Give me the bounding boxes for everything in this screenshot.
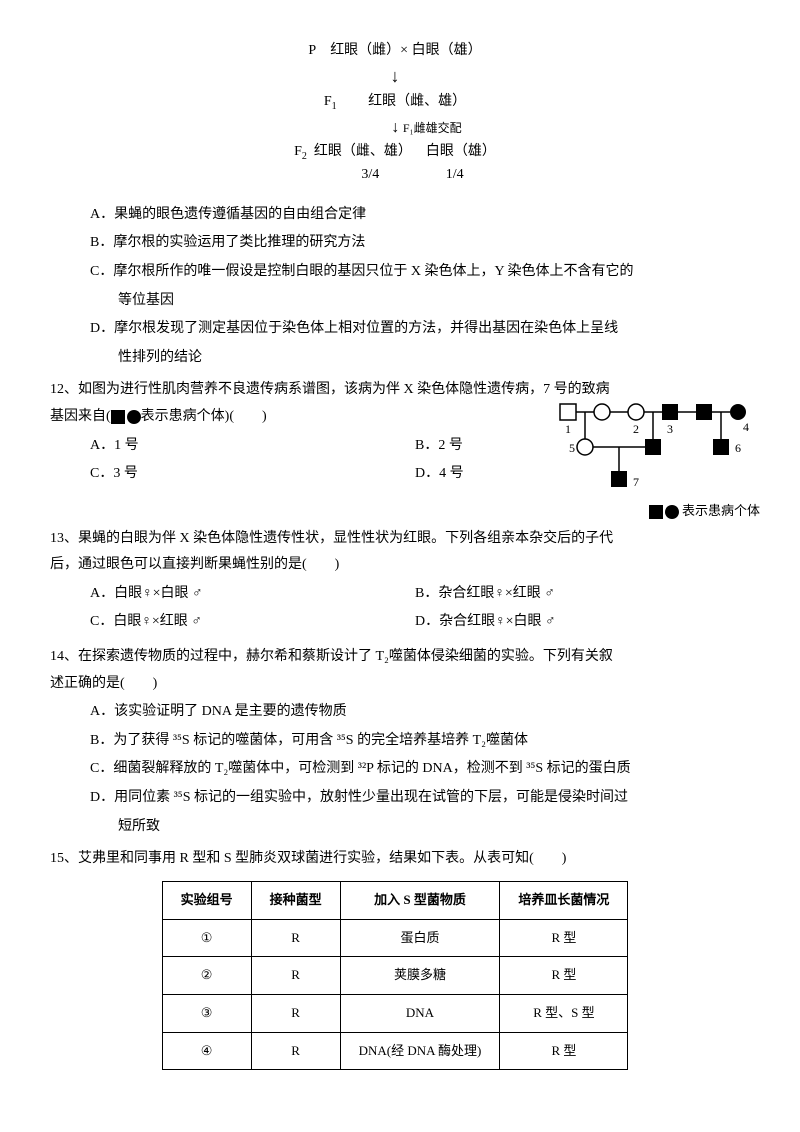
cross-diagram: P 红眼（雌）× 白眼（雄） ↓ F1 红眼（雌、雄） ↓ F₁雌雄交配 F2 …: [50, 40, 740, 187]
q13-stem1: 13、果蝇的白眼为伴 X 染色体隐性遗传性状，显性性状为红眼。下列各组亲本杂交后…: [50, 526, 740, 553]
svg-text:2: 2: [633, 422, 639, 436]
ratio-2: 1/4: [446, 167, 464, 182]
f2-text1: 红眼（雌、雄）: [314, 144, 412, 159]
table-row: ③RDNAR 型、S 型: [162, 994, 628, 1032]
pedigree-diagram: 1 2 3 4 5 6 7: [550, 399, 760, 499]
option-a: A．果蝇的眼色遗传遵循基因的自由组合定律: [90, 202, 740, 229]
p-cross: 红眼（雌）× 白眼（雄）: [330, 43, 481, 58]
arrow-icon: ↓: [391, 62, 400, 91]
svg-text:3: 3: [667, 422, 673, 436]
q13-options: A．白眼♀×白眼 ♂ C．白眼♀×红眼 ♂ B．杂合红眼♀×红眼 ♂ D．杂合红…: [90, 579, 740, 638]
option-d-cont: 性排列的结论: [90, 345, 740, 372]
affected-legend-icon: [111, 410, 141, 424]
table-row: ②R荚膜多糖R 型: [162, 957, 628, 995]
option-c: C．细菌裂解释放的 T₂噬菌体中，可检测到 ³²P 标记的 DNA，检测不到 ³…: [90, 756, 740, 783]
option-d: D．摩尔根发现了测定基因位于染色体上相对位置的方法，并得出基因在染色体上呈线: [90, 316, 740, 343]
col-header: 接种菌型: [251, 881, 340, 919]
q15-table: 实验组号 接种菌型 加入 S 型菌物质 培养皿长菌情况 ①R蛋白质R 型 ②R荚…: [162, 881, 629, 1070]
q11-options: A．果蝇的眼色遗传遵循基因的自由组合定律 B．摩尔根的实验运用了类比推理的研究方…: [90, 202, 740, 372]
svg-text:4: 4: [743, 420, 749, 434]
q15-stem: 15、艾弗里和同事用 R 型和 S 型肺炎双球菌进行实验，结果如下表。从表可知(…: [50, 846, 740, 873]
q14-options: A．该实验证明了 DNA 是主要的遗传物质 B．为了获得 ³⁵S 标记的噬菌体，…: [90, 699, 740, 840]
option-b: B．为了获得 ³⁵S 标记的噬菌体，可用含 ³⁵S 的完全培养基培养 T₂噬菌体: [90, 728, 740, 755]
col-header: 实验组号: [162, 881, 251, 919]
option-d-cont: 短所致: [90, 814, 740, 841]
col-header: 培养皿长菌情况: [500, 881, 628, 919]
option-d: D．杂合红眼♀×白眼 ♂: [415, 609, 740, 636]
f1-note: F₁雌雄交配: [403, 121, 462, 135]
f1-text: 红眼（雌、雄）: [368, 94, 466, 109]
table-row: ①R蛋白质R 型: [162, 919, 628, 957]
option-d: D．用同位素 ³⁵S 标记的一组实验中，放射性少量出现在试管的下层，可能是侵染时…: [90, 785, 740, 812]
svg-text:7: 7: [633, 475, 639, 489]
table-row: ④RDNA(经 DNA 酶处理)R 型: [162, 1032, 628, 1070]
q13-stem2: 后，通过眼色可以直接判断果蝇性别的是( ): [50, 552, 740, 579]
table-header-row: 实验组号 接种菌型 加入 S 型菌物质 培养皿长菌情况: [162, 881, 628, 919]
f2-label: F2: [294, 144, 307, 159]
svg-text:1: 1: [565, 422, 571, 436]
f1-label: F1: [324, 94, 337, 109]
option-c: C．摩尔根所作的唯一假设是控制白眼的基因只位于 X 染色体上，Y 染色体上不含有…: [90, 259, 740, 286]
arrow-icon: ↓: [391, 115, 399, 141]
option-b: B．杂合红眼♀×红眼 ♂: [415, 581, 740, 608]
option-a: A．该实验证明了 DNA 是主要的遗传物质: [90, 699, 740, 726]
option-a: A．1 号: [90, 433, 415, 460]
option-c-cont: 等位基因: [90, 288, 740, 315]
svg-text:6: 6: [735, 441, 741, 455]
q12-pedigree-wrap: 基因来自(表示患病个体)( ) 1 2 3 4 5 6 7: [50, 404, 740, 490]
option-a: A．白眼♀×白眼 ♂: [90, 581, 415, 608]
p-label: P: [308, 43, 316, 58]
svg-text:5: 5: [569, 441, 575, 455]
ratio-1: 3/4: [361, 167, 379, 182]
col-header: 加入 S 型菌物质: [340, 881, 500, 919]
affected-legend-icon: [649, 505, 679, 519]
f2-text2: 白眼（雄）: [426, 144, 496, 159]
pedigree-legend: 表示患病个体: [649, 499, 760, 524]
option-b: B．摩尔根的实验运用了类比推理的研究方法: [90, 230, 740, 257]
q14-stem1: 14、在探索遗传物质的过程中，赫尔希和蔡斯设计了 T₂噬菌体侵染细菌的实验。下列…: [50, 644, 740, 671]
q14-stem2: 述正确的是( ): [50, 671, 740, 698]
option-c: C．白眼♀×红眼 ♂: [90, 609, 415, 636]
option-c: C．3 号: [90, 461, 415, 488]
